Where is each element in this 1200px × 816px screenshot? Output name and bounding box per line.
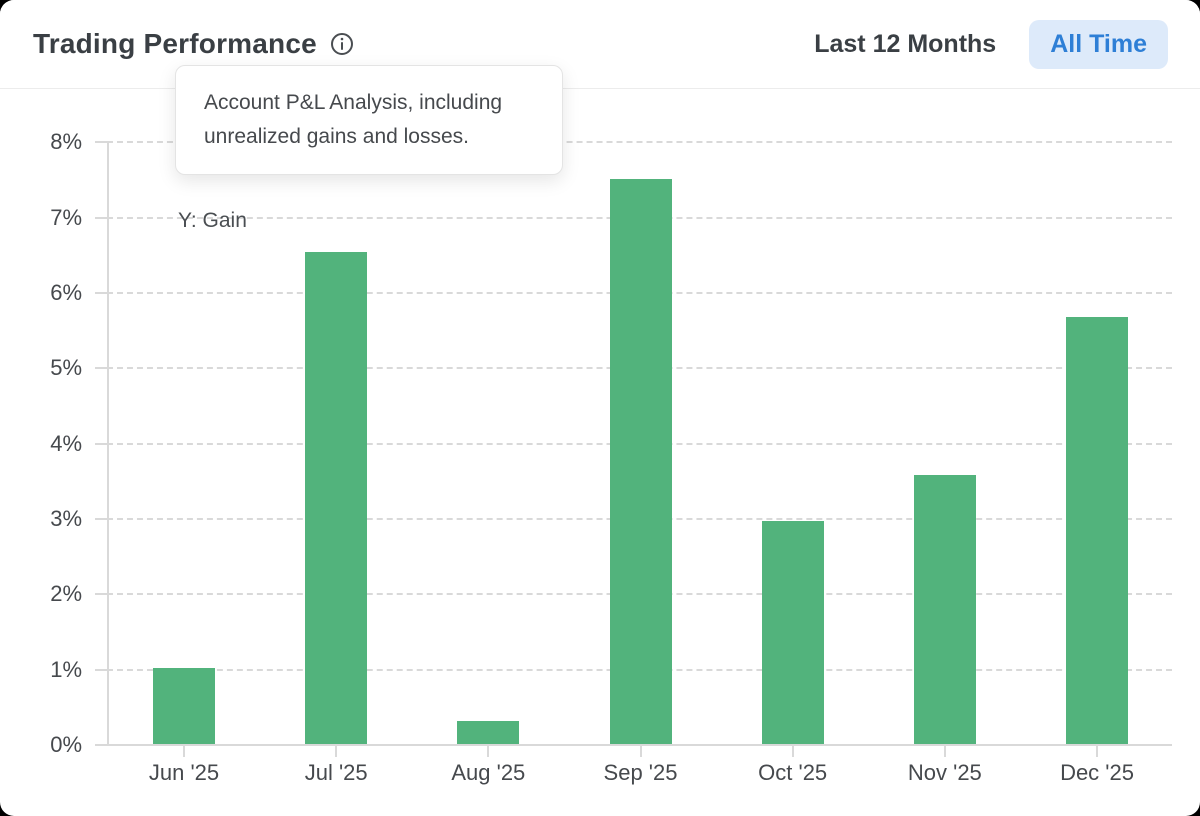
y-tick-label-5pct: 5% [50,355,82,381]
x-tick-label-jun-25: Jun '25 [148,760,220,785]
info-icon[interactable] [330,32,354,56]
y-tick-3pct [95,518,107,520]
y-tick-7pct [95,216,107,219]
range-toggle-all-time[interactable]: All Time [1029,19,1168,69]
x-tick-jul-25 [335,745,338,757]
range-toggle-group: Last 12 Months All Time [814,19,1168,69]
y-tick-label-2pct: 2% [50,581,82,607]
x-tick-label-dec-25: Dec '25 [1060,760,1134,785]
bar-oct-25[interactable] [761,521,824,745]
bar-nov-25[interactable] [913,475,976,745]
y-tick-1pct [95,668,107,671]
x-tick-label-oct-25: Oct '25 [758,760,828,785]
y-tick-label-0pct: 0% [50,732,82,757]
y-tick-label-7pct: 7% [50,204,82,230]
y-axis-line [107,141,109,746]
y-tick-0pct [95,744,107,746]
y-tick-label-8pct: 8% [50,129,82,155]
gridline-8pct [107,141,1172,144]
y-tick-label-3pct: 3% [50,506,82,531]
y-tick-2pct [95,593,107,596]
header-title-group: Trading Performance [33,28,354,60]
x-tick-label-aug-25: Aug '25 [451,760,526,785]
x-tick-dec-25 [1096,745,1099,757]
info-tooltip: Account P&L Analysis, including unrealiz… [175,65,563,175]
x-tick-label-jul-25: Jul '25 [304,760,368,785]
bar-jul-25[interactable] [305,251,368,745]
x-tick-label-sep-25: Sep '25 [603,760,678,785]
y-tick-4pct [95,442,107,445]
bar-jun-25[interactable] [153,668,215,745]
page-title: Trading Performance [33,28,317,59]
x-tick-label-nov-25: Nov '25 [907,760,982,785]
bar-sep-25[interactable] [609,179,672,745]
bar-aug-25[interactable] [457,720,520,745]
x-tick-nov-25 [943,745,946,757]
y-tick-6pct [95,292,107,295]
x-tick-aug-25 [487,745,490,757]
range-toggle-last-12-months[interactable]: Last 12 Months [814,29,997,58]
x-tick-jun-25 [183,745,185,757]
x-tick-sep-25 [639,745,642,757]
y-tick-8pct [95,141,107,144]
y-tick-label-1pct: 1% [50,656,82,682]
tooltip-text: Account P&L Analysis, including unrealiz… [204,91,503,148]
x-axis-line [107,744,1172,746]
bar-dec-25[interactable] [1066,317,1129,745]
x-tick-oct-25 [791,745,794,757]
y-tick-5pct [95,367,107,370]
y-tick-label-6pct: 6% [50,280,82,306]
y-axis-title: Y: Gain [178,209,247,232]
y-tick-label-4pct: 4% [50,430,82,456]
